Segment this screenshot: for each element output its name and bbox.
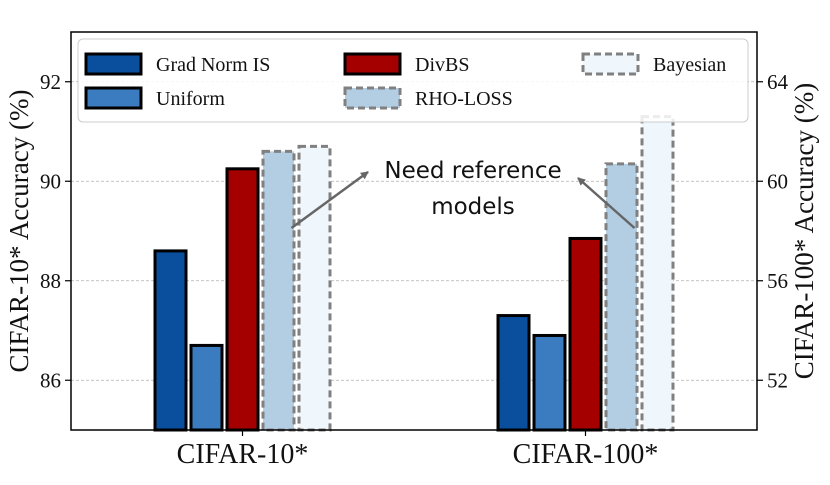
bar-uniform-cifar10 <box>189 343 224 432</box>
annotation-arrow-left <box>290 170 369 230</box>
left-tick-label: 92 <box>40 70 61 94</box>
legend-label: DivBS <box>415 54 469 76</box>
right-tick-label: 56 <box>767 269 788 293</box>
x-axis: CIFAR-10* CIFAR-100* <box>177 430 659 470</box>
legend: Grad Norm IS Uniform DivBS RHO-LOSS Bayesian <box>77 38 749 123</box>
left-axis-label: CIFAR-10* Accuracy (%) <box>4 90 34 373</box>
bar-divbs-cifar10 <box>225 167 260 432</box>
annotation-text-line2: models <box>431 194 515 220</box>
annotation-text-line1: Need reference <box>384 158 561 184</box>
bar-divbs-cifar100 <box>568 236 603 432</box>
annotation: Need reference models <box>290 158 636 230</box>
right-y-axis: 52 56 60 64 <box>757 70 789 392</box>
left-tick-label: 90 <box>40 169 61 193</box>
legend-label: Bayesian <box>653 54 726 76</box>
bar-bayesian-cifar100 <box>640 115 675 432</box>
bar-rho-loss-cifar100 <box>604 162 639 432</box>
right-tick-label: 64 <box>767 70 789 94</box>
legend-label: Grad Norm IS <box>156 54 270 76</box>
legend-frame <box>77 38 749 123</box>
x-tick-label: CIFAR-100* <box>513 439 659 470</box>
bars <box>153 115 675 432</box>
left-tick-label: 86 <box>40 368 61 392</box>
bar-uniform-cifar100 <box>532 333 567 432</box>
legend-swatch-grad-norm-is <box>84 52 143 76</box>
annotation-arrow-right <box>577 177 636 229</box>
bar-grad-norm-is-cifar10 <box>153 249 188 432</box>
bar-bayesian-cifar10 <box>297 144 332 432</box>
x-tick-label: CIFAR-10* <box>177 439 309 470</box>
right-axis-label: CIFAR-100* Accuracy (%) <box>789 83 819 379</box>
legend-label: Uniform <box>156 88 225 110</box>
plot-frame <box>70 31 758 431</box>
legend-swatch-rho-loss <box>343 86 402 110</box>
right-tick-label: 52 <box>767 368 788 392</box>
bar-grad-norm-is-cifar100 <box>496 314 531 432</box>
legend-label: RHO-LOSS <box>415 88 513 110</box>
legend-swatch-bayesian <box>581 52 640 76</box>
left-y-axis: 86 88 90 92 <box>40 70 71 392</box>
left-tick-label: 88 <box>40 269 61 293</box>
legend-swatch-uniform <box>84 86 143 110</box>
legend-swatch-divbs <box>343 52 402 76</box>
right-tick-label: 60 <box>767 169 788 193</box>
bar-rho-loss-cifar10 <box>261 149 296 432</box>
